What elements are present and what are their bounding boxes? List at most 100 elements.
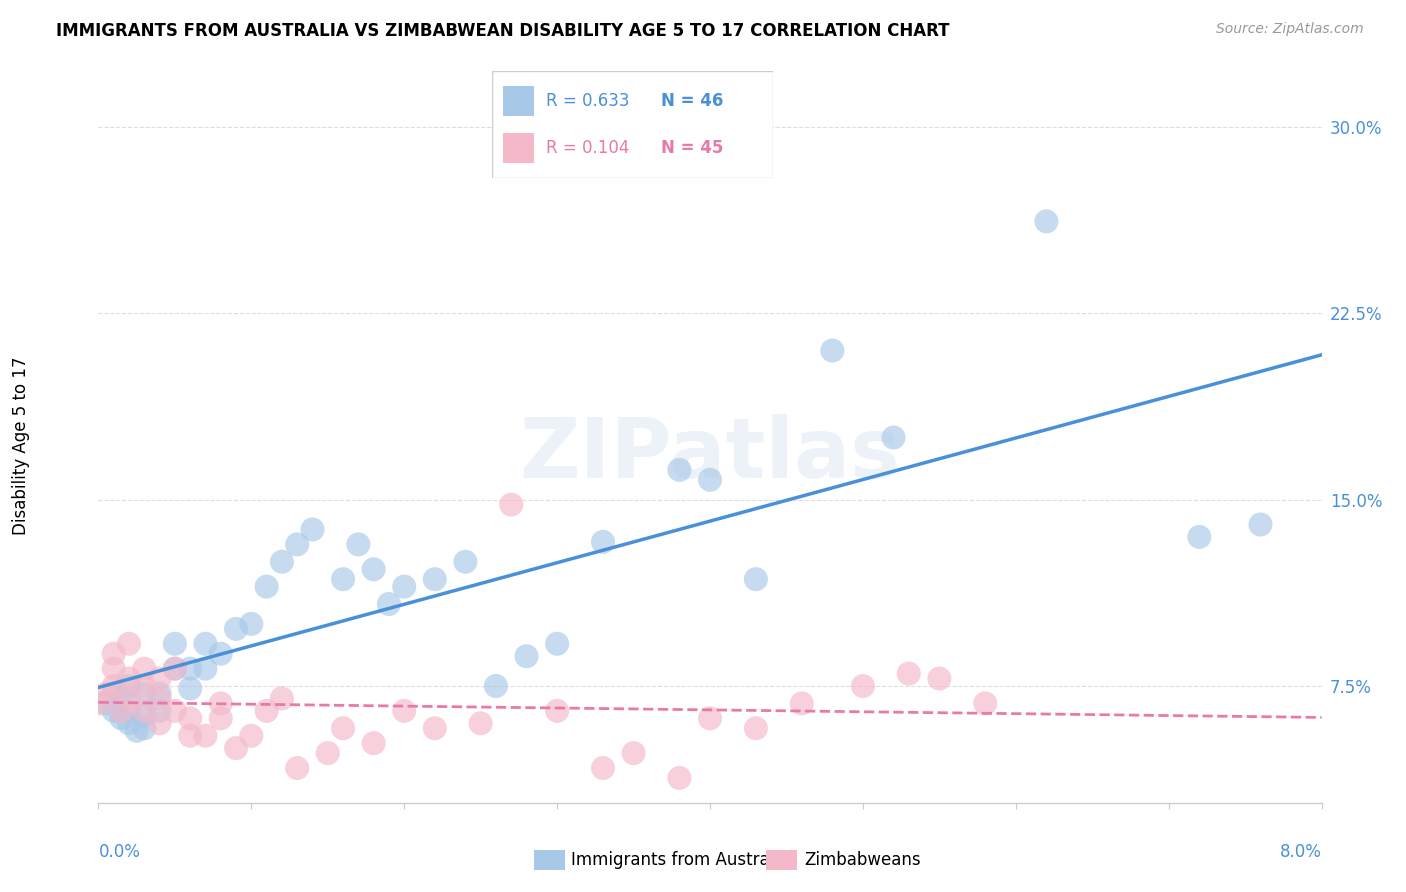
Text: IMMIGRANTS FROM AUSTRALIA VS ZIMBABWEAN DISABILITY AGE 5 TO 17 CORRELATION CHART: IMMIGRANTS FROM AUSTRALIA VS ZIMBABWEAN … (56, 22, 949, 40)
Point (103, 679, 125, 693)
Text: Disability Age 5 to 17: Disability Age 5 to 17 (13, 357, 30, 535)
Point (125, 723, 148, 738)
Point (110, 711, 132, 725)
Point (110, 691, 132, 706)
Point (256, 704, 278, 718)
Point (163, 662, 186, 676)
Text: N = 46: N = 46 (661, 93, 723, 111)
Point (256, 580, 278, 594)
Text: 8.0%: 8.0% (1279, 843, 1322, 861)
Point (501, 498, 523, 512)
Point (163, 637, 186, 651)
Point (592, 534, 614, 549)
Point (179, 729, 201, 743)
Point (149, 691, 172, 706)
Point (225, 622, 247, 636)
Point (821, 343, 844, 358)
Point (179, 711, 201, 725)
Point (852, 679, 875, 693)
Point (928, 672, 950, 686)
Point (103, 704, 125, 718)
Point (240, 729, 263, 743)
Text: R = 0.633: R = 0.633 (546, 93, 628, 111)
Text: ZIPatlas: ZIPatlas (520, 415, 900, 495)
Text: Immigrants from Australia: Immigrants from Australia (571, 851, 789, 869)
Point (163, 662, 186, 676)
Point (623, 746, 645, 760)
Point (363, 736, 385, 750)
Point (332, 721, 354, 735)
Point (454, 555, 477, 569)
Point (134, 662, 156, 676)
Point (194, 637, 217, 651)
Point (134, 686, 156, 700)
Point (285, 537, 308, 551)
Point (392, 704, 416, 718)
Point (149, 686, 172, 700)
Point (392, 580, 416, 594)
Text: N = 45: N = 45 (661, 139, 723, 157)
Point (1035, 214, 1057, 228)
Point (209, 711, 232, 725)
Point (347, 537, 370, 551)
Point (270, 555, 294, 569)
Point (546, 637, 568, 651)
Point (118, 716, 141, 731)
Point (149, 716, 172, 731)
Point (194, 662, 217, 676)
Point (285, 761, 308, 775)
Point (149, 704, 172, 718)
Point (118, 704, 141, 718)
Point (485, 679, 508, 693)
Point (134, 679, 156, 693)
Point (179, 681, 201, 696)
Point (118, 672, 141, 686)
Text: Source: ZipAtlas.com: Source: ZipAtlas.com (1216, 22, 1364, 37)
Point (546, 704, 568, 718)
Point (1188, 530, 1211, 544)
Point (470, 716, 492, 731)
Point (423, 721, 446, 735)
Point (790, 697, 813, 711)
Point (110, 704, 132, 718)
Point (378, 597, 401, 611)
Point (103, 647, 125, 661)
Point (163, 704, 186, 718)
Point (699, 473, 721, 487)
Point (87, 697, 110, 711)
Point (883, 430, 905, 444)
Point (592, 761, 614, 775)
Point (134, 708, 156, 723)
Point (316, 746, 339, 760)
Point (134, 721, 156, 735)
Point (103, 686, 125, 700)
Point (118, 637, 141, 651)
Point (974, 697, 997, 711)
Point (332, 572, 354, 586)
Point (699, 711, 721, 725)
Text: Zimbabweans: Zimbabweans (804, 851, 921, 869)
Point (423, 572, 446, 586)
Point (149, 672, 172, 686)
Point (194, 729, 217, 743)
Text: 0.0%: 0.0% (98, 843, 141, 861)
Point (240, 616, 263, 631)
Point (363, 562, 385, 576)
Point (270, 691, 294, 706)
Point (668, 771, 690, 785)
Point (134, 704, 156, 718)
Point (209, 697, 232, 711)
Point (103, 662, 125, 676)
Point (94, 697, 117, 711)
Point (301, 523, 323, 537)
Point (745, 572, 768, 586)
Point (118, 691, 141, 706)
Point (179, 662, 201, 676)
Point (209, 647, 232, 661)
Bar (503, 134, 534, 163)
FancyBboxPatch shape (492, 71, 773, 178)
Point (94, 686, 117, 700)
Point (516, 649, 538, 664)
Point (1249, 517, 1271, 532)
Point (897, 666, 920, 681)
